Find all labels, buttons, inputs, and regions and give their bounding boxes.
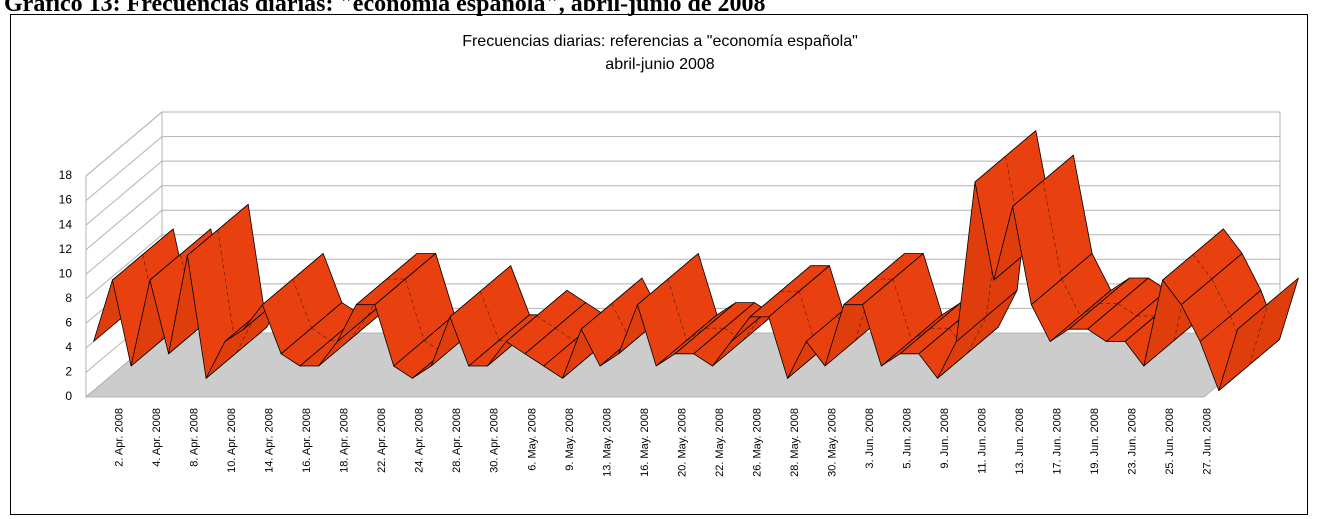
x-tick-label: 11. Jun. 2008 — [976, 408, 988, 474]
ribbon-midline — [536, 315, 556, 329]
grid-line — [85, 160, 1280, 226]
x-tick-label: 17. Jun. 2008 — [1051, 408, 1063, 475]
ribbon-midline — [686, 327, 706, 341]
x-tick-label: 27. Jun. 2008 — [1201, 408, 1213, 475]
y-tick-label: 8 — [65, 291, 72, 305]
ribbon-midline — [798, 291, 819, 353]
header: Gráfico 13: Frecuencias diarias: "econom… — [4, 0, 765, 17]
ribbon-midline — [742, 315, 762, 341]
x-tick-label: 3. Jun. 2008 — [864, 408, 876, 469]
grid-line — [85, 209, 1280, 275]
x-tick-label: 8. Apr. 2008 — [189, 408, 201, 467]
ribbon-segment — [1218, 277, 1299, 392]
x-tick-label: 14. Apr. 2008 — [264, 408, 276, 473]
grid-line — [85, 111, 1280, 177]
x-tick-label: 22. May. 2008 — [714, 408, 726, 477]
ribbon-midline — [348, 315, 369, 341]
y-tick-label: 10 — [59, 266, 73, 280]
x-tick-label: 18. Apr. 2008 — [339, 408, 351, 473]
ribbon-midline — [1192, 254, 1212, 280]
ribbon-midline — [855, 278, 875, 341]
grid-line — [85, 185, 1280, 251]
ribbon-midline — [1042, 180, 1062, 280]
x-tick-label: 2. Apr. 2008 — [114, 408, 126, 467]
x-tick-label: 13. May. 2008 — [601, 408, 613, 477]
x-tick-label: 13. Jun. 2008 — [1014, 408, 1026, 475]
x-tick-label: 25. Jun. 2008 — [1164, 408, 1176, 475]
ribbon-midline — [480, 291, 500, 341]
x-tick-label: 28. May. 2008 — [789, 408, 801, 477]
x-tick-label: 16. Apr. 2008 — [301, 408, 313, 473]
x-tick-label: 30. May. 2008 — [826, 408, 838, 477]
ribbon-midline — [911, 327, 931, 341]
grid-line — [85, 234, 1280, 300]
ribbon-midline — [892, 278, 912, 341]
chart-title: Frecuencias diarias: referencias a "econ… — [462, 33, 858, 50]
ribbon-midline — [1117, 303, 1137, 317]
y-tick-label: 2 — [65, 365, 72, 379]
ribbon-midline — [405, 278, 425, 341]
x-tick-label: 4. Apr. 2008 — [151, 408, 163, 467]
x-tick-label: 28. Apr. 2008 — [451, 408, 463, 473]
x-tick-label: 10. Apr. 2008 — [226, 408, 238, 473]
y-tick-label: 14 — [59, 217, 73, 231]
ribbon-midline — [555, 327, 575, 341]
x-tick-label: 22. Apr. 2008 — [376, 408, 388, 473]
x-tick-label: 6. May. 2008 — [526, 408, 538, 471]
ribbon-midline — [723, 327, 744, 341]
x-tick-label: 24. Apr. 2008 — [414, 408, 426, 473]
ribbon-midline — [292, 278, 312, 329]
y-tick-label: 16 — [59, 193, 73, 207]
y-tick-label: 12 — [59, 242, 73, 256]
ribbon-midline — [311, 327, 331, 341]
x-tick-label: 30. Apr. 2008 — [489, 408, 501, 473]
x-tick-label: 9. Jun. 2008 — [939, 408, 951, 469]
x-tick-label: 9. May. 2008 — [564, 408, 576, 471]
x-tick-label: 26. May. 2008 — [751, 408, 763, 477]
y-tick-label: 4 — [65, 340, 72, 354]
x-tick-label: 23. Jun. 2008 — [1126, 408, 1138, 475]
x-tick-label: 5. Jun. 2008 — [901, 408, 913, 469]
y-tick-label: 18 — [59, 168, 73, 182]
chart-subtitle: abril-junio 2008 — [605, 56, 715, 73]
ribbon-midline — [667, 278, 687, 341]
grid-line — [85, 136, 1280, 201]
x-tick-label: 16. May. 2008 — [639, 408, 651, 477]
y-tick-label: 6 — [65, 316, 72, 330]
x-tick-label: 20. May. 2008 — [676, 408, 688, 477]
y-tick-label: 0 — [65, 389, 72, 403]
chart-frame — [10, 14, 1308, 515]
ribbon-midline — [1248, 303, 1269, 366]
ribbon-midline — [423, 340, 443, 353]
ribbon-midline — [1080, 303, 1100, 317]
x-tick-label: 19. Jun. 2008 — [1089, 408, 1101, 475]
